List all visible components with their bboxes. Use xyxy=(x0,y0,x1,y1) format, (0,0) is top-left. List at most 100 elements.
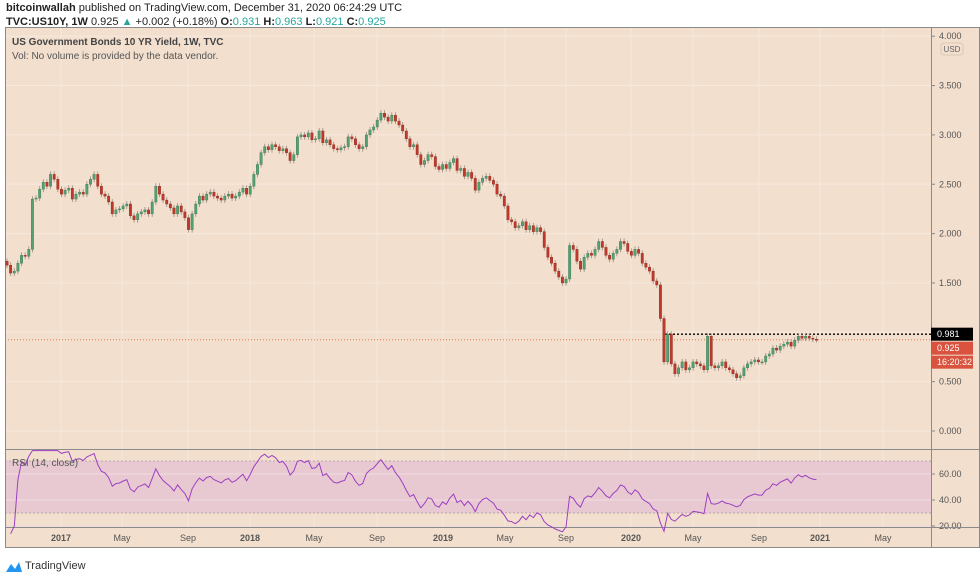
candle-down xyxy=(433,156,437,167)
candle-down xyxy=(132,215,136,220)
candle-down xyxy=(303,134,307,138)
candle-down xyxy=(96,174,100,187)
candle-down xyxy=(470,172,474,179)
candle-up xyxy=(114,209,118,215)
candle-down xyxy=(510,219,513,222)
candle-down xyxy=(147,209,150,215)
candle-down xyxy=(321,130,325,143)
candle-down xyxy=(187,217,190,230)
candle-down xyxy=(201,195,205,201)
candle-down xyxy=(590,253,593,256)
candle-down xyxy=(637,249,641,254)
candle-down xyxy=(397,120,401,126)
time-axis-label: May xyxy=(874,533,892,543)
candle-down xyxy=(419,154,423,165)
candle-up xyxy=(74,193,78,200)
candle-up xyxy=(793,339,797,347)
currency-label: USD xyxy=(944,45,961,54)
price-axis-label: 0.500 xyxy=(939,377,962,387)
candle-up xyxy=(248,186,252,195)
time-axis-label: Sep xyxy=(751,533,767,543)
candle-down xyxy=(800,336,804,339)
publisher-name[interactable]: bitcoinwallah xyxy=(6,2,76,14)
candle-up xyxy=(466,172,470,177)
candle-down xyxy=(56,179,60,190)
candle-down xyxy=(60,188,63,195)
published-text: published on TradingView.com, December 3… xyxy=(78,2,403,14)
candle-down xyxy=(386,116,390,122)
candle-down xyxy=(332,144,336,149)
candle-down xyxy=(713,365,717,369)
tradingview-logo[interactable]: TradingView xyxy=(6,560,86,572)
candle-up xyxy=(593,249,597,256)
candle-down xyxy=(70,187,74,200)
volume-legend: Vol: No volume is provided by the data v… xyxy=(12,51,219,62)
candle-up xyxy=(666,334,670,363)
candle-down xyxy=(709,336,713,367)
time-axis-label: May xyxy=(684,533,702,543)
candle-down xyxy=(110,201,114,215)
open-value: 0.931 xyxy=(232,16,261,28)
candle-up xyxy=(361,146,365,149)
candle-up xyxy=(150,201,154,215)
candle-up xyxy=(306,132,310,138)
low-value: 0.921 xyxy=(315,16,344,28)
chart-legend-title: US Government Bonds 10 YR Yield, 1W, TVC xyxy=(12,37,224,48)
rsi-legend: RSI (14, close) xyxy=(12,458,79,469)
brand-name: TradingView xyxy=(25,560,86,572)
candle-down xyxy=(5,261,9,266)
time-axis-label: 2021 xyxy=(810,533,830,543)
candle-up xyxy=(535,227,539,232)
candle-up xyxy=(241,187,245,193)
price-change: +0.002 (+0.18%) xyxy=(135,16,218,28)
candle-up xyxy=(346,136,350,147)
candle-up xyxy=(691,361,695,369)
candle-up xyxy=(31,198,34,250)
candle-down xyxy=(274,144,278,147)
time-axis-label: Sep xyxy=(558,533,574,543)
candle-up xyxy=(299,134,303,138)
candle-down xyxy=(684,361,688,371)
high-value: 0.963 xyxy=(274,16,303,28)
candle-down xyxy=(285,148,288,153)
candle-down xyxy=(626,243,630,252)
candle-up xyxy=(484,176,488,179)
candle-up xyxy=(49,174,52,187)
candle-down xyxy=(506,205,510,220)
candle-up xyxy=(41,182,45,190)
time-axis-label: 2018 xyxy=(240,533,260,543)
currency-badge xyxy=(940,42,964,56)
candle-down xyxy=(245,187,248,195)
price-axis-label: 3.000 xyxy=(939,130,962,140)
candle-up xyxy=(154,186,158,203)
candle-down xyxy=(495,184,499,195)
candle-up xyxy=(16,263,20,272)
last-price: 0.925 xyxy=(90,16,119,28)
candle-down xyxy=(622,241,626,244)
candle-down xyxy=(216,195,219,199)
candle-down xyxy=(212,191,216,197)
candle-down xyxy=(172,207,176,215)
candle-up xyxy=(339,147,343,150)
candle-down xyxy=(644,263,648,268)
candle-up xyxy=(677,367,680,374)
candle-down xyxy=(557,270,561,278)
open-label: O: xyxy=(220,16,233,28)
candle-up xyxy=(143,209,147,213)
candle-down xyxy=(9,264,13,274)
candle-up xyxy=(281,148,285,151)
candle-up xyxy=(325,139,328,143)
candle-down xyxy=(600,241,604,248)
candle-down xyxy=(546,247,550,258)
candle-up xyxy=(38,188,42,199)
candle-up xyxy=(27,249,31,257)
candle-up xyxy=(597,241,601,250)
candle-up xyxy=(459,168,463,171)
high-marker: 0.981 xyxy=(937,329,960,339)
candle-up xyxy=(12,270,16,274)
tradingview-logo-icon xyxy=(6,561,22,572)
candle-up xyxy=(259,152,263,165)
candle-up xyxy=(760,361,764,364)
candle-up xyxy=(92,174,96,180)
